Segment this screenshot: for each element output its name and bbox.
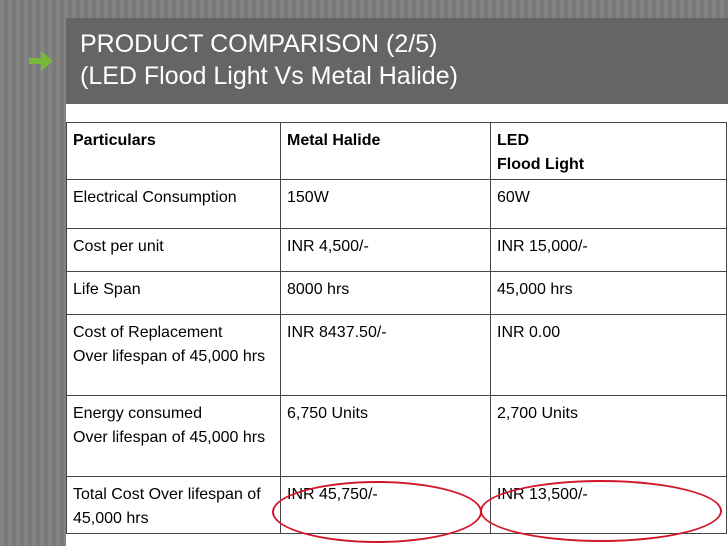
- cell-particular: Life Span: [66, 271, 281, 315]
- arrow-right-icon: [29, 51, 53, 71]
- table-row: Energy consumed Over lifespan of 45,000 …: [66, 395, 727, 477]
- header-led-line-2: Flood Light: [497, 156, 585, 173]
- table-row: Electrical Consumption 150W 60W: [66, 179, 727, 229]
- cell-led: 45,000 hrs: [490, 271, 727, 315]
- header-metal-halide: Metal Halide: [280, 122, 491, 180]
- cell-metal-halide: INR 4,500/-: [280, 228, 491, 272]
- cell-metal-halide: 150W: [280, 179, 491, 229]
- cell-metal-halide: 6,750 Units: [280, 395, 491, 477]
- cell-particular: Cost per unit: [66, 228, 281, 272]
- header-led: LED Flood Light: [490, 122, 727, 180]
- slide-title-line-1: PRODUCT COMPARISON (2/5): [80, 30, 438, 58]
- header-particulars: Particulars: [66, 122, 281, 180]
- table-row: Life Span 8000 hrs 45,000 hrs: [66, 271, 727, 315]
- cell-particular: Cost of Replacement Over lifespan of 45,…: [66, 314, 281, 396]
- cell-led: 60W: [490, 179, 727, 229]
- cell-particular-sub: Over lifespan of 45,000 hrs: [73, 348, 266, 365]
- table-row: Cost per unit INR 4,500/- INR 15,000/-: [66, 228, 727, 272]
- cell-metal-halide: INR 8437.50/-: [280, 314, 491, 396]
- cell-led: INR 0.00: [490, 314, 727, 396]
- cell-led: 2,700 Units: [490, 395, 727, 477]
- header-led-line-1: LED: [497, 132, 529, 149]
- highlight-circle-led: [480, 480, 722, 542]
- cell-particular-main: Cost of Replacement: [73, 324, 223, 341]
- table-header-row: Particulars Metal Halide LED Flood Light: [66, 122, 727, 180]
- cell-particular: Total Cost Over lifespan of 45,000 hrs: [66, 476, 281, 534]
- cell-led: INR 15,000/-: [490, 228, 727, 272]
- cell-particular-main: Energy consumed: [73, 405, 202, 422]
- cell-particular-sub: Over lifespan of 45,000 hrs: [73, 429, 266, 446]
- cell-particular: Energy consumed Over lifespan of 45,000 …: [66, 395, 281, 477]
- table-row: Cost of Replacement Over lifespan of 45,…: [66, 314, 727, 396]
- comparison-table: Particulars Metal Halide LED Flood Light…: [66, 122, 727, 534]
- slide-title-line-2: (LED Flood Light Vs Metal Halide): [80, 62, 458, 90]
- cell-particular: Electrical Consumption: [66, 179, 281, 229]
- title-bar: PRODUCT COMPARISON (2/5) (LED Flood Ligh…: [66, 18, 728, 104]
- left-band: [0, 0, 66, 546]
- cell-metal-halide: 8000 hrs: [280, 271, 491, 315]
- slide-content: Particulars Metal Halide LED Flood Light…: [66, 104, 728, 546]
- highlight-circle-metal-halide: [272, 481, 482, 543]
